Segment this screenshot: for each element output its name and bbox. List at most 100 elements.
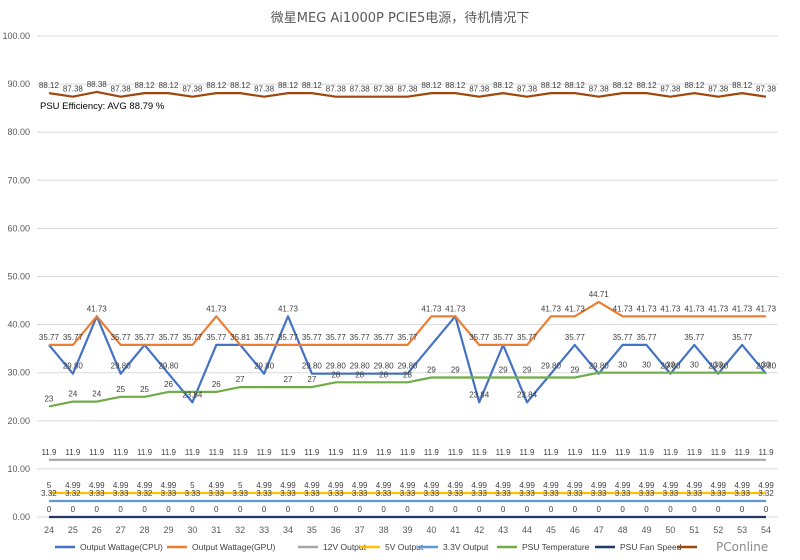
- data-label: 88.12: [135, 81, 156, 90]
- data-label: 3.33: [663, 489, 679, 498]
- data-label: 11.9: [41, 448, 57, 457]
- data-label: 3.33: [304, 489, 320, 498]
- data-label: 29.80: [350, 362, 371, 371]
- x-tick-label: 52: [713, 525, 723, 535]
- data-label: 87.38: [589, 85, 610, 94]
- data-label: 35.77: [493, 333, 514, 342]
- data-label: 3.33: [567, 489, 583, 498]
- data-label: 11.9: [233, 448, 249, 457]
- data-label: 28: [403, 370, 412, 379]
- data-label: 3.33: [280, 489, 296, 498]
- data-label: 23.84: [469, 390, 490, 399]
- data-label: 0: [334, 505, 339, 514]
- data-label: 88.12: [39, 81, 60, 90]
- y-axis-ticks: 0.00 10.00 20.00 30.00 40.00 50.00 60.00 70.00 8…: [2, 31, 30, 522]
- data-label: 23: [44, 394, 53, 403]
- x-tick-label: 49: [642, 525, 652, 535]
- data-label: 29.80: [374, 362, 395, 371]
- data-label: 27: [236, 375, 245, 384]
- x-tick-label: 53: [737, 525, 747, 535]
- data-label: 41.73: [421, 304, 442, 313]
- x-tick-label: 43: [498, 525, 508, 535]
- x-tick-label: 34: [283, 525, 293, 535]
- x-tick-label: 24: [44, 525, 54, 535]
- data-label: 88.12: [637, 81, 658, 90]
- data-label: 35.77: [111, 333, 132, 342]
- x-tick-label: 47: [594, 525, 604, 535]
- data-label: 0: [238, 505, 243, 514]
- data-label: 3.32: [65, 489, 81, 498]
- data-label: 41.73: [637, 304, 658, 313]
- data-label: 88.12: [613, 81, 634, 90]
- data-label: 88.12: [684, 81, 705, 90]
- data-label: 4.99: [400, 481, 416, 490]
- data-label: 88.12: [230, 81, 251, 90]
- data-label: 3.33: [376, 489, 392, 498]
- x-tick-label: 40: [426, 525, 436, 535]
- data-label: 4.99: [328, 481, 344, 490]
- data-label: 35.77: [469, 333, 490, 342]
- data-label: 4.99: [687, 481, 703, 490]
- data-label: 29: [451, 366, 460, 375]
- data-label: 29.80: [111, 362, 132, 371]
- data-label: 30: [714, 361, 723, 370]
- data-label: 3.33: [615, 489, 631, 498]
- data-label: 0: [357, 505, 362, 514]
- data-label: 3.33: [734, 489, 750, 498]
- legend-label: 12V Output: [323, 542, 367, 552]
- data-label: 11.9: [137, 448, 153, 457]
- data-label: 4.99: [471, 481, 487, 490]
- y-tick-label: 100.00: [2, 31, 30, 41]
- data-label: 41.73: [613, 304, 634, 313]
- data-label: 4.99: [519, 481, 535, 490]
- legend-label: 3.3V Output: [443, 542, 489, 552]
- series-line-1: [49, 300, 766, 346]
- data-label: 30: [618, 361, 627, 370]
- data-label: 29.80: [589, 362, 610, 371]
- data-label: 4.99: [424, 481, 440, 490]
- data-label: 88.12: [302, 81, 323, 90]
- data-label: 0: [214, 505, 219, 514]
- data-label: 11.9: [520, 448, 536, 457]
- data-label: 11.9: [759, 448, 775, 457]
- data-label: 87.38: [660, 85, 681, 94]
- data-label: 27: [284, 375, 293, 384]
- data-label: 3.33: [471, 489, 487, 498]
- data-label: 4.99: [591, 481, 607, 490]
- data-label: 3.33: [448, 489, 464, 498]
- data-label: 41.73: [278, 304, 299, 313]
- x-tick-label: 25: [68, 525, 78, 535]
- data-label: 26: [212, 380, 221, 389]
- chart-title: 微星MEG Ai1000P PCIE5电源，待机情况下: [271, 11, 529, 26]
- data-label: 11.9: [687, 448, 703, 457]
- data-label: 35.77: [206, 333, 227, 342]
- data-label: 29: [499, 366, 508, 375]
- series-lines: [48, 90, 767, 519]
- data-label: 11.9: [376, 448, 392, 457]
- data-label: 0: [381, 505, 386, 514]
- data-label: 30: [762, 361, 771, 370]
- data-label: 0: [620, 505, 625, 514]
- legend-label: PSU Fan Speed: [620, 542, 682, 552]
- data-label: 11.9: [400, 448, 416, 457]
- data-label: 88.12: [158, 81, 179, 90]
- x-tick-label: 50: [665, 525, 675, 535]
- data-label: 29: [523, 366, 532, 375]
- x-tick-label: 44: [522, 525, 532, 535]
- data-label: 41.73: [756, 304, 777, 313]
- x-tick-label: 39: [402, 525, 412, 535]
- data-label: 4.99: [161, 481, 177, 490]
- x-tick-label: 38: [379, 525, 389, 535]
- data-label: 29.80: [63, 362, 84, 371]
- y-tick-label: 90.00: [7, 79, 30, 89]
- data-label: 24: [68, 390, 77, 399]
- data-label: 41.73: [684, 304, 705, 313]
- data-label: 35.77: [254, 333, 275, 342]
- data-label: 3.33: [328, 489, 344, 498]
- data-label: 88.38: [87, 80, 108, 89]
- data-label: 4.99: [113, 481, 129, 490]
- data-label: 29.80: [708, 362, 729, 371]
- y-tick-label: 10.00: [7, 464, 30, 474]
- data-label: 41.73: [660, 304, 681, 313]
- data-label: 3.33: [424, 489, 440, 498]
